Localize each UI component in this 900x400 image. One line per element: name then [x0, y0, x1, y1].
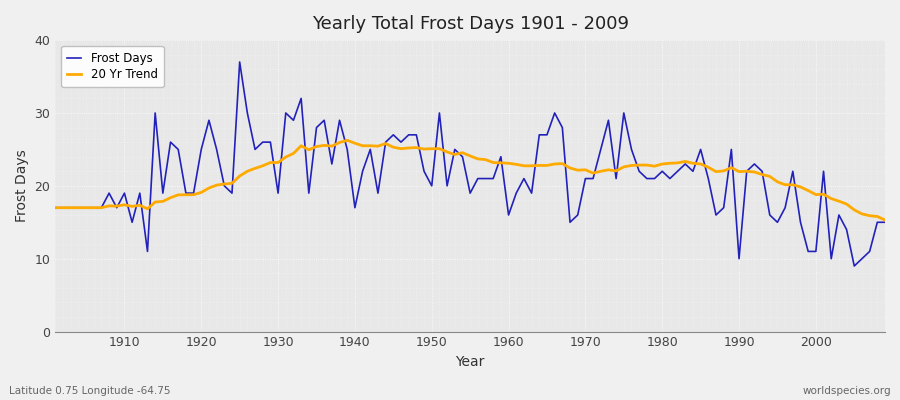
Line: 20 Yr Trend: 20 Yr Trend	[55, 140, 885, 220]
Frost Days	[112, 205, 122, 210]
Frost Days	[603, 118, 614, 123]
Text: worldspecies.org: worldspecies.org	[803, 386, 891, 396]
20 Yr Trend	[281, 155, 292, 160]
Line: Frost Days: Frost Days	[55, 62, 885, 266]
X-axis label: Year: Year	[455, 355, 485, 369]
Frost Days	[234, 60, 245, 64]
20 Yr Trend	[50, 205, 60, 210]
20 Yr Trend	[112, 204, 122, 208]
Title: Yearly Total Frost Days 1901 - 2009: Yearly Total Frost Days 1901 - 2009	[311, 15, 628, 33]
Frost Days	[503, 212, 514, 217]
Frost Days	[288, 118, 299, 123]
Frost Days	[849, 264, 859, 268]
20 Yr Trend	[327, 144, 338, 148]
Text: Latitude 0.75 Longitude -64.75: Latitude 0.75 Longitude -64.75	[9, 386, 170, 396]
Frost Days	[334, 118, 345, 123]
20 Yr Trend	[879, 218, 890, 222]
Frost Days	[511, 191, 522, 196]
Frost Days	[50, 205, 60, 210]
20 Yr Trend	[603, 168, 614, 172]
20 Yr Trend	[342, 138, 353, 143]
Y-axis label: Frost Days: Frost Days	[15, 150, 29, 222]
Frost Days	[879, 220, 890, 225]
20 Yr Trend	[503, 161, 514, 166]
Legend: Frost Days, 20 Yr Trend: Frost Days, 20 Yr Trend	[61, 46, 164, 87]
20 Yr Trend	[511, 162, 522, 167]
